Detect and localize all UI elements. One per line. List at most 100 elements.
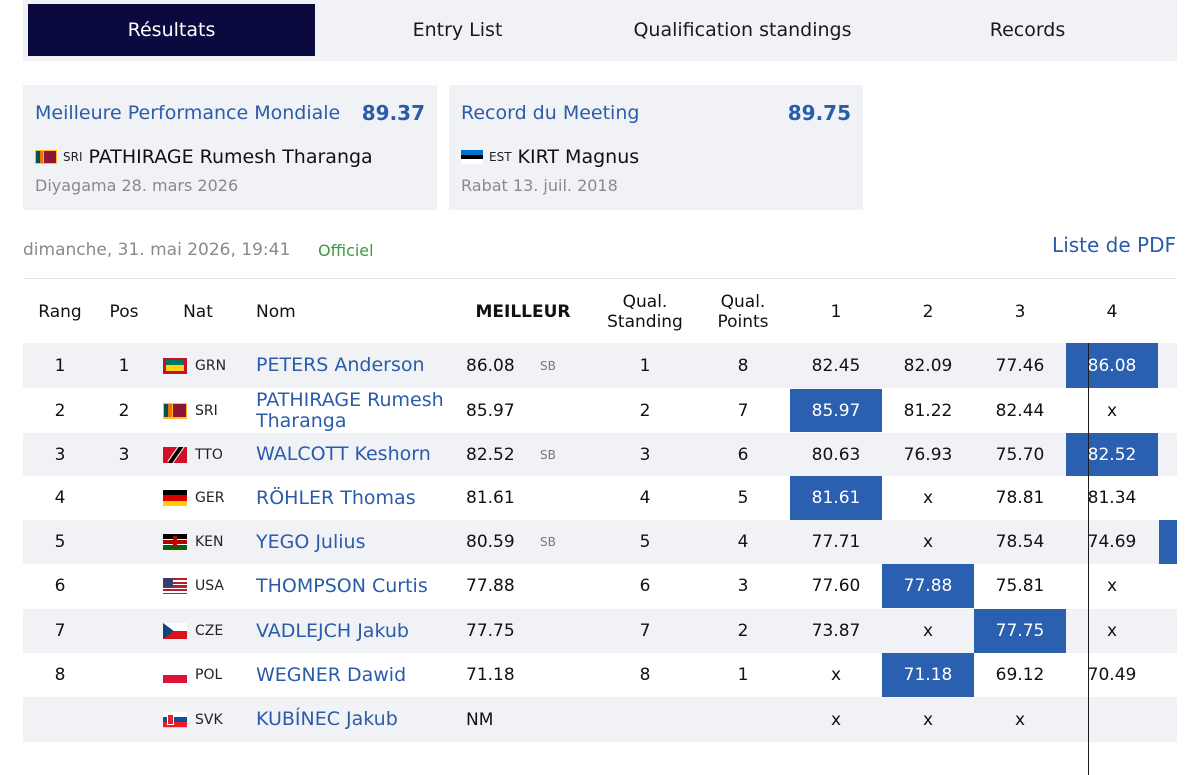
attempt-3-cell: 75.81 [995, 576, 1045, 596]
qual-points-cell: 3 [737, 576, 749, 596]
athlete-name-link[interactable]: WEGNER Dawid [256, 663, 407, 686]
ger-flag-icon [163, 490, 187, 506]
attempt-3-cell: 78.54 [995, 532, 1045, 552]
best-mark-cell: 80.59 [466, 532, 515, 552]
table-row: 4 GER RÖHLER Thomas 81.61 4 5 81.61 x 78.81 81.34 [23, 476, 1177, 520]
attempt-2-cell: 77.88 [882, 564, 974, 608]
attempt-2-cell: 81.22 [903, 400, 953, 421]
nation-code: SRI [195, 402, 218, 419]
nation-cell: CZE [163, 609, 243, 653]
results-tabs: Résultats Entry List Qualification stand… [23, 0, 1177, 61]
attempt-1-cell: 80.63 [811, 444, 861, 465]
official-status: Officiel [318, 241, 374, 260]
athlete-name-link[interactable]: PETERS Anderson [256, 354, 425, 376]
attempt-2-cell: x [922, 709, 934, 730]
attempt-1-cell: 77.71 [811, 532, 861, 552]
rank-cell: 4 [54, 488, 66, 508]
attempt-4-cell: 86.08 [1066, 343, 1158, 388]
sri-flag-icon [163, 402, 187, 419]
qual-points-cell: 5 [737, 488, 749, 508]
attempt-2-cell: 76.93 [903, 444, 953, 465]
tab-qualification-standings[interactable]: Qualification standings [633, 19, 852, 41]
nation-cell: USA [163, 564, 243, 608]
col-attempt-3: 3 [1014, 301, 1026, 322]
card-value: 89.37 [361, 101, 425, 125]
attempt-2-cell: 82.09 [903, 355, 953, 376]
athlete-name-link[interactable]: YEGO Julius [256, 530, 366, 553]
season-best-note: SB [540, 535, 556, 549]
season-best-note [540, 564, 580, 608]
card-title: Record du Meeting [461, 102, 640, 124]
col-qual-standing: Qual. Standing [595, 279, 695, 344]
qual-points-cell: 2 [737, 621, 749, 641]
attempt-2-cell: x [922, 621, 934, 641]
qual-standing-cell: 7 [639, 621, 651, 641]
attempt-4-cell: x [1106, 576, 1118, 596]
qual-standing-cell [595, 697, 695, 742]
qual-points-cell: 4 [737, 532, 749, 552]
results-table: Rang Pos Nat Nom MEILLEUR Qual. Standing … [23, 278, 1177, 775]
sri-flag-icon [35, 150, 57, 164]
athlete-name-link[interactable]: KUBÍNEC Jakub [256, 708, 398, 730]
athlete-name-link[interactable]: VADLEJCH Jakub [256, 619, 409, 642]
col-qual-points: Qual. Points [703, 279, 783, 344]
ken-flag-icon [163, 534, 187, 550]
rank-cell: 7 [54, 621, 66, 641]
position-cell [97, 564, 151, 608]
attempt-4-cell: x [1106, 621, 1118, 641]
col-attempt-4: 4 [1106, 301, 1118, 322]
world-lead-card: Meilleure Performance Mondiale 89.37 SRI… [23, 85, 437, 210]
qual-standing-cell: 5 [639, 532, 651, 552]
col-pos: Pos [109, 301, 139, 322]
nation-cell: SVK [163, 697, 243, 742]
attempt-4-cell: 82.52 [1066, 433, 1158, 476]
svk-flag-icon [163, 711, 187, 728]
attempt-1-cell: x [830, 665, 842, 685]
attempt-3-cell: 77.46 [995, 355, 1045, 376]
tto-flag-icon [163, 446, 187, 463]
column-divider [1088, 343, 1089, 775]
season-best-note [540, 653, 580, 697]
athlete-name-link[interactable]: RÖHLER Thomas [256, 486, 416, 509]
nation-code: SRI [63, 150, 83, 164]
attempt-4-cell: 81.34 [1087, 488, 1137, 508]
position-cell [97, 609, 151, 653]
col-meilleur: MEILLEUR [475, 301, 571, 322]
tab-resultats[interactable]: Résultats [28, 4, 315, 56]
attempt-3-cell: x [1014, 709, 1026, 730]
tab-records[interactable]: Records [989, 19, 1066, 41]
card-value: 89.75 [787, 101, 851, 125]
best-mark-cell: 71.18 [466, 665, 515, 685]
card-athlete: EST KIRT Magnus [461, 146, 639, 168]
nation-cell: KEN [163, 520, 243, 564]
nation-cell: TTO [163, 433, 243, 476]
qual-standing-cell: 4 [639, 488, 651, 508]
athlete-name-link[interactable]: THOMPSON Curtis [256, 574, 428, 597]
qual-standing-cell: 6 [639, 576, 651, 596]
pdf-list-link[interactable]: Liste de PDF [1052, 233, 1176, 257]
nation-cell: GRN [163, 343, 243, 388]
athlete-name-link[interactable]: WALCOTT Keshorn [256, 443, 431, 465]
attempt-1-cell: x [830, 709, 842, 730]
attempt-3-cell: 78.81 [995, 488, 1045, 508]
season-best-note [540, 389, 580, 432]
card-place-date: Rabat 13. juil. 2018 [461, 176, 618, 195]
table-row: 5 KEN YEGO Julius 80.59 SB 5 4 77.71 x 78.54 74.69 [23, 520, 1177, 564]
nation-code: GER [195, 490, 225, 506]
attempt-3-cell: 77.75 [974, 609, 1066, 653]
attempt-3-cell: 75.70 [995, 444, 1045, 465]
attempt-1-cell: 77.60 [811, 576, 861, 596]
qual-points-cell: 6 [737, 444, 749, 465]
rank-cell: 8 [54, 665, 66, 685]
attempt-3-cell: 82.44 [995, 400, 1045, 421]
season-best-note: SB [540, 358, 556, 373]
athlete-name: KIRT Magnus [517, 146, 640, 168]
meeting-record-card: Record du Meeting 89.75 EST KIRT Magnus … [449, 85, 863, 210]
attempt-1-cell: 81.61 [790, 476, 882, 520]
col-attempt-2: 2 [922, 301, 934, 322]
est-flag-icon [461, 150, 483, 164]
nation-code: EST [489, 150, 512, 164]
position-cell [97, 653, 151, 697]
tab-entry-list[interactable]: Entry List [412, 19, 503, 41]
athlete-name-link[interactable]: PATHIRAGE Rumesh Tharanga [256, 388, 444, 432]
